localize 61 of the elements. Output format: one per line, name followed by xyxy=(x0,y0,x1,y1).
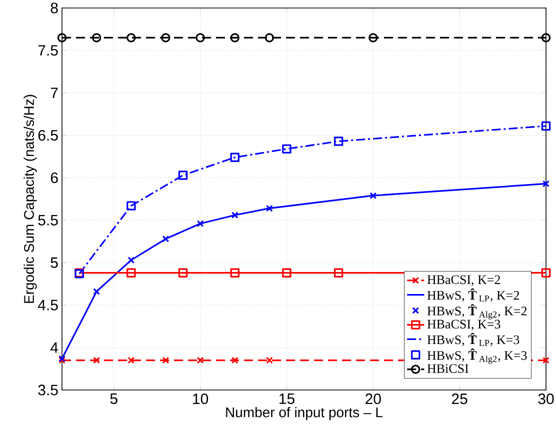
point xyxy=(128,256,135,264)
point xyxy=(178,268,188,278)
legend-label: HBwS, T̂$_{Alg2}$, K=3 xyxy=(427,348,527,364)
point xyxy=(178,170,188,180)
point xyxy=(282,268,292,278)
point xyxy=(162,235,170,242)
y-tick-label: 6.5 xyxy=(38,130,58,141)
point xyxy=(541,268,551,278)
x-tick-label: 20 xyxy=(366,394,381,404)
x-axis-title: Number of input ports – L xyxy=(226,407,383,420)
point xyxy=(230,33,240,42)
y-tick-label: 8 xyxy=(50,2,58,14)
point xyxy=(230,152,240,162)
point xyxy=(196,220,204,228)
point xyxy=(334,268,344,278)
legend-label: HBiCSI xyxy=(427,364,468,373)
point xyxy=(541,121,551,131)
y-tick-label: 5.5 xyxy=(38,214,58,226)
point xyxy=(93,356,100,364)
point xyxy=(541,33,551,42)
point xyxy=(231,356,238,364)
legend-label: HBwS, T̂$_{LP}$, K=2 xyxy=(427,288,519,302)
point xyxy=(93,288,100,296)
y-tick-label: 3.5 xyxy=(38,384,58,396)
legend-label: HBwS, T̂$_{Alg2}$, K=2 xyxy=(427,304,527,320)
x-tick-label: 10 xyxy=(193,394,208,404)
legend-label: HBwS, T̂$_{LP}$, K=3 xyxy=(427,332,520,346)
legend-label: HBaCSI, K=3 xyxy=(427,320,500,330)
point xyxy=(196,33,205,42)
point xyxy=(128,356,135,364)
point xyxy=(126,33,136,42)
legend-label: HBaCSI, K=2 xyxy=(427,275,500,286)
point xyxy=(57,33,67,42)
x-tick-label: 25 xyxy=(452,394,468,404)
point xyxy=(162,356,170,364)
point xyxy=(264,33,274,42)
point xyxy=(542,180,550,188)
point xyxy=(126,201,136,210)
point xyxy=(230,268,240,278)
point xyxy=(196,356,204,364)
point xyxy=(266,356,273,364)
y-tick-label: 6 xyxy=(50,172,58,184)
y-tick-label: 7.5 xyxy=(38,45,58,56)
y-tick-label: 7 xyxy=(50,88,58,98)
x-tick-label: 30 xyxy=(538,394,554,404)
point xyxy=(161,33,170,42)
point xyxy=(231,212,238,219)
point xyxy=(266,204,273,212)
y-tick-label: 4.5 xyxy=(38,300,58,310)
point xyxy=(368,33,378,42)
y-tick-label: 4 xyxy=(50,342,58,353)
point xyxy=(92,33,102,42)
point xyxy=(370,192,377,200)
point xyxy=(126,268,136,278)
x-tick-label: 5 xyxy=(110,394,118,404)
point xyxy=(334,136,344,146)
y-axis-title: Ergodic Sum Capacity (nats/s/Hz) xyxy=(24,94,37,303)
y-tick-label: 5 xyxy=(50,257,58,268)
x-tick-label: 15 xyxy=(280,394,294,404)
point xyxy=(282,144,292,154)
point xyxy=(542,356,550,364)
